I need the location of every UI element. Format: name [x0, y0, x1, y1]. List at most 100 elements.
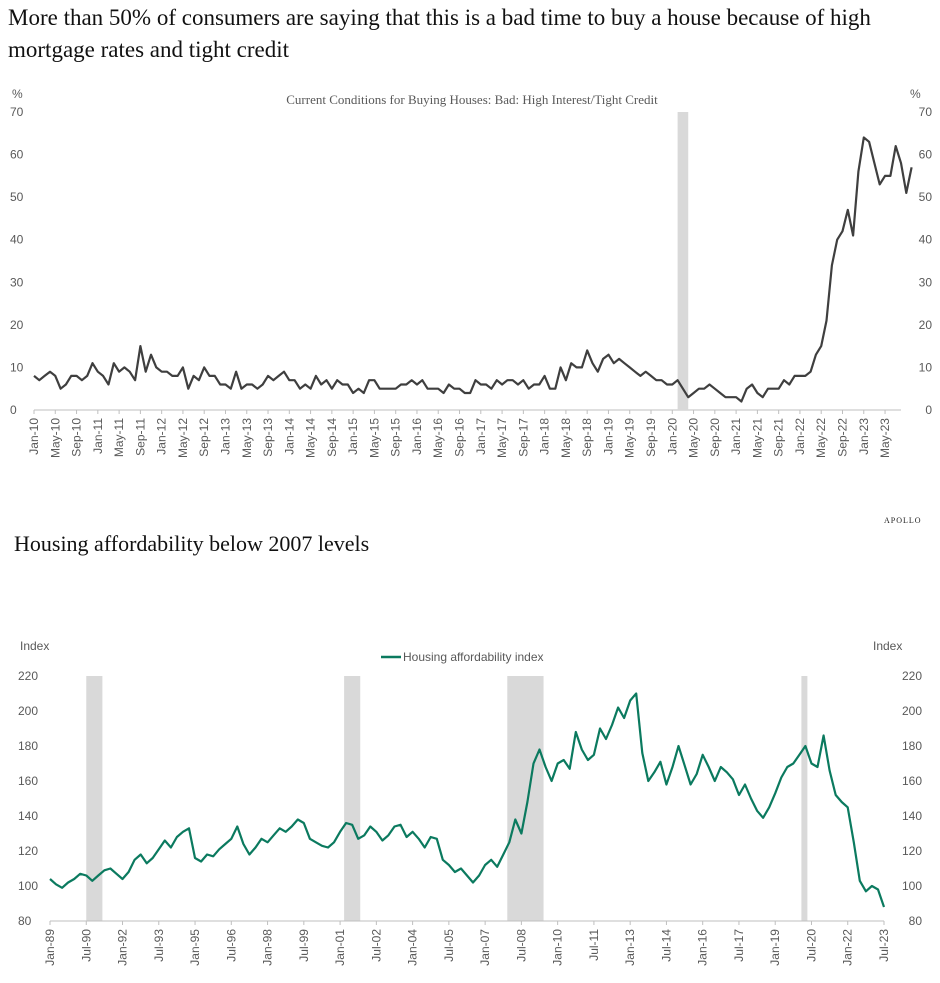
x-tick-label: Jan-17	[474, 418, 488, 455]
x-tick-label: Sep-10	[70, 418, 84, 457]
x-tick-label: May-23	[878, 418, 892, 458]
x-tick-label: May-22	[814, 418, 828, 458]
y-tick-label-right: 20	[919, 318, 933, 332]
x-tick-label: May-11	[112, 418, 126, 457]
y-tick-label-left: 0	[10, 403, 17, 417]
chart1-series-line	[33, 136, 913, 403]
x-tick-label: Jan-07	[478, 929, 492, 966]
x-tick-label: Sep-18	[580, 418, 594, 457]
x-tick-label: May-21	[750, 418, 764, 458]
chart1-ylabel-right: %	[910, 87, 921, 101]
x-tick-label: Sep-13	[261, 418, 275, 457]
y-tick-label-left: 60	[10, 148, 24, 162]
x-tick-label: Jan-21	[729, 418, 743, 455]
x-tick-label: Jul-20	[804, 929, 818, 962]
x-tick-label: Jan-89	[43, 929, 57, 966]
y-tick-label-left: 100	[18, 879, 38, 893]
x-tick-label: Jan-23	[857, 418, 871, 455]
y-tick-label-right: 70	[919, 105, 933, 119]
x-tick-label: Sep-21	[772, 418, 786, 457]
x-tick-label: Jul-96	[224, 929, 238, 962]
y-tick-label-right: 60	[919, 148, 933, 162]
x-tick-label: Jan-13	[218, 418, 232, 455]
headline-bottom: Housing affordability below 2007 levels	[14, 531, 370, 556]
chart2-legend-label: Housing affordability index	[403, 650, 544, 664]
chart-affordability: Index Index Housing affordability index …	[18, 639, 922, 966]
chart2-ylabel-right: Index	[873, 639, 902, 653]
x-tick-label: Jan-16	[410, 418, 424, 455]
x-tick-label: Jul-23	[877, 929, 891, 962]
x-tick-label: Jan-01	[333, 929, 347, 966]
y-tick-label-right: 180	[902, 739, 922, 753]
x-tick-label: Sep-14	[325, 418, 339, 457]
x-tick-label: Jul-05	[442, 929, 456, 962]
apollo-logo: APOLLO	[884, 516, 922, 525]
y-tick-label-right: 140	[902, 809, 922, 823]
y-tick-label-right: 40	[919, 233, 933, 247]
x-tick-label: Jan-18	[538, 418, 552, 455]
x-tick-label: May-20	[687, 418, 701, 458]
x-tick-label: Sep-12	[197, 418, 211, 457]
chart2-y-ticks: 80 80 100 100 120 120 140 140 160 160 180 180 200 200…	[18, 669, 922, 928]
chart2-series-line	[49, 692, 886, 908]
x-tick-label: Jan-92	[116, 929, 130, 966]
x-tick-label: May-18	[559, 418, 573, 458]
x-tick-label: Sep-15	[389, 418, 403, 457]
x-tick-label: Sep-22	[835, 418, 849, 457]
y-tick-label-left: 140	[18, 809, 38, 823]
x-tick-label: May-15	[367, 418, 381, 458]
x-tick-label: Jan-11	[91, 418, 105, 454]
y-tick-label-right: 100	[902, 879, 922, 893]
chart1-x-ticks: Jan-10 May-10 Sep-10 Jan-11 May-11 Sep-11 Jan-…	[27, 410, 892, 458]
y-tick-label-right: 10	[919, 360, 933, 374]
x-tick-label: Jul-90	[79, 929, 93, 962]
y-tick-label-right: 50	[919, 190, 933, 204]
x-tick-label: Sep-17	[516, 418, 530, 457]
x-tick-label: Jul-93	[152, 929, 166, 962]
y-tick-label-left: 10	[10, 360, 24, 374]
x-tick-label: Sep-20	[708, 418, 722, 457]
chart-buying-conditions: Current Conditions for Buying Houses: Ba…	[10, 87, 932, 458]
x-tick-label: May-10	[48, 418, 62, 458]
x-tick-label: Jul-14	[659, 929, 673, 962]
x-tick-label: May-13	[240, 418, 254, 458]
x-tick-label: Jan-13	[623, 929, 637, 966]
recession-band	[86, 676, 103, 921]
x-tick-label: May-14	[304, 418, 318, 458]
y-tick-label-right: 0	[925, 403, 932, 417]
chart1-ylabel-left: %	[12, 87, 23, 101]
chart1-recession-bands	[677, 112, 689, 410]
y-tick-label-right: 160	[902, 774, 922, 788]
headline-top: More than 50% of consumers are saying th…	[8, 5, 871, 62]
chart1-y-ticks: 0 0 10 10 20 20 30 30 40 40 50 50 60 60 70 70	[10, 105, 932, 417]
chart2-x-ticks: Jan-89 Jul-90 Jan-92 Jul-93 Jan-95 Jul-96 Jan-…	[43, 921, 891, 966]
y-tick-label-left: 70	[10, 105, 24, 119]
y-tick-label-left: 50	[10, 190, 24, 204]
recession-band	[507, 676, 544, 921]
x-tick-label: Jan-10	[27, 418, 41, 455]
y-tick-label-left: 120	[18, 844, 38, 858]
x-tick-label: Jan-98	[261, 929, 275, 966]
y-tick-label-right: 220	[902, 669, 922, 683]
x-tick-label: May-12	[176, 418, 190, 458]
y-tick-label-left: 30	[10, 275, 24, 289]
y-tick-label-right: 80	[909, 914, 923, 928]
x-tick-label: Jan-19	[601, 418, 615, 455]
y-tick-label-left: 80	[18, 914, 32, 928]
x-tick-label: May-19	[623, 418, 637, 458]
x-tick-label: Jan-15	[346, 418, 360, 455]
y-tick-label-left: 20	[10, 318, 24, 332]
y-tick-label-right: 120	[902, 844, 922, 858]
x-tick-label: Sep-16	[453, 418, 467, 457]
x-tick-label: Jan-95	[188, 929, 202, 966]
recession-band	[801, 676, 808, 921]
recession-band	[677, 112, 689, 410]
x-tick-label: Jan-20	[665, 418, 679, 455]
x-tick-label: Sep-19	[644, 418, 658, 457]
recession-band	[344, 676, 361, 921]
x-tick-label: Jan-22	[841, 929, 855, 966]
x-tick-label: Jan-22	[793, 418, 807, 455]
y-tick-label-left: 160	[18, 774, 38, 788]
x-tick-label: Jan-14	[282, 418, 296, 455]
x-tick-label: Jan-19	[768, 929, 782, 966]
